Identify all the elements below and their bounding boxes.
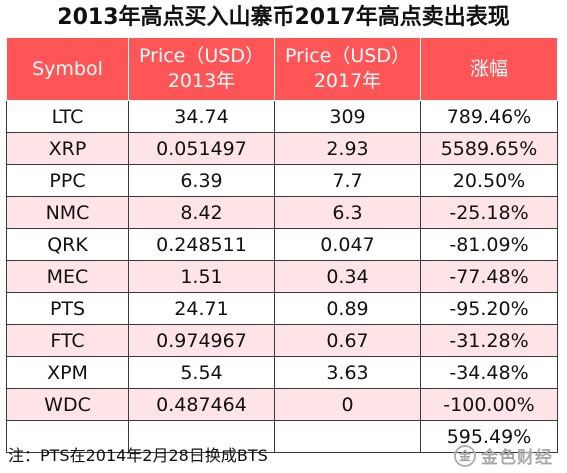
cell-price-2017: 7.7: [274, 164, 421, 197]
cell-symbol: WDC: [6, 388, 129, 421]
header-price-2013-line1: Price（USD）: [139, 45, 264, 67]
cell-change: -34.48%: [420, 356, 558, 389]
cell-change: -31.28%: [420, 324, 558, 357]
table-row: LTC 34.74 309 789.46%: [6, 100, 558, 133]
cell-price-2017: 0.047: [274, 228, 421, 261]
cell-price-2017: 0.67: [274, 324, 421, 357]
cell-price-2013: 24.71: [128, 292, 275, 325]
cell-price-2013: 5.54: [128, 356, 275, 389]
brand-logo: 金 金色财经: [454, 443, 553, 468]
cell-symbol: XPM: [6, 356, 129, 389]
cell-price-2017: 0.34: [274, 260, 421, 293]
cell-change: 789.46%: [420, 100, 558, 133]
table-row: NMC 8.42 6.3 -25.18%: [6, 196, 558, 229]
cell-change: -81.09%: [420, 228, 558, 261]
cell-change: -77.48%: [420, 260, 558, 293]
total-row: 595.49%: [6, 420, 558, 453]
cell-price-2013: 6.39: [128, 164, 275, 197]
cell-price-2017: 0.89: [274, 292, 421, 325]
cell-price-2017: 309: [274, 100, 421, 133]
cell-price-2017: 6.3: [274, 196, 421, 229]
cell-price-2013: 0.051497: [128, 132, 275, 165]
cell-price-2017: 0: [274, 388, 421, 421]
total-price-2013: [128, 420, 275, 453]
cell-change: -25.18%: [420, 196, 558, 229]
cell-symbol: FTC: [6, 324, 129, 357]
cell-change: 5589.65%: [420, 132, 558, 165]
total-change: 595.49%: [420, 420, 558, 453]
header-price-2017-line1: Price（USD）: [285, 45, 410, 67]
cell-price-2017: 2.93: [274, 132, 421, 165]
page-title: 2013年高点买入山寨币2017年高点卖出表现: [57, 5, 510, 30]
cell-change: 20.50%: [420, 164, 558, 197]
cell-price-2013: 0.974967: [128, 324, 275, 357]
footnote: 注：PTS在2014年2月28日换成BTS: [8, 446, 268, 465]
header-price-2013: Price（USD） 2013年: [128, 37, 275, 101]
cell-symbol: XRP: [6, 132, 129, 165]
cell-price-2013: 1.51: [128, 260, 275, 293]
cell-price-2017: 3.63: [274, 356, 421, 389]
header-price-2013-line2: 2013年: [167, 70, 236, 92]
cell-symbol: PTS: [6, 292, 129, 325]
coin-logo-icon: 金: [454, 444, 476, 467]
table-row: XRP 0.051497 2.93 5589.65%: [6, 132, 558, 165]
cell-price-2013: 0.248511: [128, 228, 275, 261]
cell-symbol: QRK: [6, 228, 129, 261]
header-change: 涨幅: [420, 37, 558, 101]
table-row: WDC 0.487464 0 -100.00%: [6, 388, 558, 421]
header-symbol: Symbol: [6, 37, 129, 101]
price-table: Symbol Price（USD） 2013年 Price（USD） 2017年…: [6, 37, 558, 453]
brand-name: 金色财经: [481, 448, 553, 468]
cell-symbol: MEC: [6, 260, 129, 293]
table-header-row: Symbol Price（USD） 2013年 Price（USD） 2017年…: [6, 37, 558, 101]
table-row: XPM 5.54 3.63 -34.48%: [6, 356, 558, 389]
cell-price-2013: 34.74: [128, 100, 275, 133]
cell-change: -95.20%: [420, 292, 558, 325]
cell-price-2013: 8.42: [128, 196, 275, 229]
table-row: PPC 6.39 7.7 20.50%: [6, 164, 558, 197]
total-symbol: [6, 420, 129, 453]
cell-change: -100.00%: [420, 388, 558, 421]
table-row: MEC 1.51 0.34 -77.48%: [6, 260, 558, 293]
table-row: FTC 0.974967 0.67 -31.28%: [6, 324, 558, 357]
cell-symbol: LTC: [6, 100, 129, 133]
header-price-2017: Price（USD） 2017年: [274, 37, 421, 101]
cell-price-2013: 0.487464: [128, 388, 275, 421]
table-row: PTS 24.71 0.89 -95.20%: [6, 292, 558, 325]
cell-symbol: NMC: [6, 196, 129, 229]
cell-symbol: PPC: [6, 164, 129, 197]
total-price-2017: [274, 420, 421, 453]
table-row: QRK 0.248511 0.047 -81.09%: [6, 228, 558, 261]
header-price-2017-line2: 2017年: [313, 70, 382, 92]
